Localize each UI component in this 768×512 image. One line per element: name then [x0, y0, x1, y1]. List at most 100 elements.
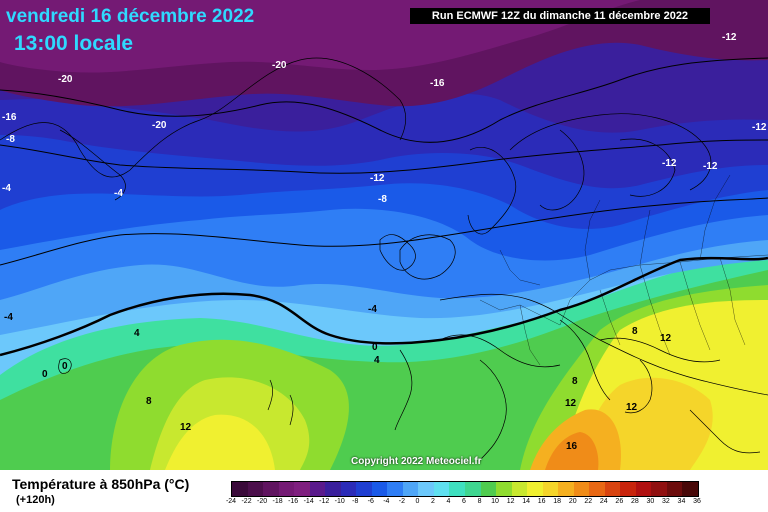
color-swatch [589, 482, 605, 496]
isotherm-value-label: -8 [6, 134, 15, 145]
scale-tick-label: -12 [319, 498, 330, 505]
isotherm-value-label: 0 [372, 342, 378, 353]
scale-tick-label: 26 [615, 498, 624, 505]
legend-title: Température à 850hPa (°C) [12, 476, 190, 492]
coastlines [0, 57, 768, 461]
color-swatch [449, 482, 465, 496]
isotherm-value-label: -4 [368, 304, 377, 315]
scale-tick-label: -10 [334, 498, 345, 505]
band-yellow2-west [165, 414, 275, 470]
color-swatch [542, 482, 559, 496]
isotherm-value-label: -12 [722, 32, 737, 43]
color-swatch [573, 482, 590, 496]
isotherm-value-label: -16 [430, 78, 445, 89]
color-swatch [387, 482, 403, 496]
isotherm-value-label: 8 [632, 326, 638, 337]
scale-tick-label: -20 [257, 498, 268, 505]
color-swatch [604, 482, 621, 496]
isotherm-value-label: 8 [146, 396, 152, 407]
color-swatch [402, 482, 419, 496]
isotherm-value-label: 4 [374, 355, 380, 366]
color-swatch [418, 482, 434, 496]
band-darkorange-east [545, 432, 599, 470]
isotherms [0, 57, 768, 357]
isotherm-value-label: 4 [134, 328, 140, 339]
color-swatch [309, 482, 326, 496]
scale-tick-label: -24 [225, 498, 237, 505]
isotherm-value-label: 12 [660, 333, 672, 344]
scale-tick-label: 14 [522, 498, 531, 505]
color-swatch [558, 482, 574, 496]
scale-tick-label: 16 [537, 498, 546, 505]
isotherm-value-label: 12 [626, 402, 638, 413]
color-swatch [340, 482, 357, 496]
scale-tick-label: 30 [646, 498, 655, 505]
scale-tick-label: 22 [584, 498, 593, 505]
map-value-labels: -12 -20 -20 -16 -20 -16 -8 -12 -12 -12 -12 -8 -4 -4 -4… [2, 32, 767, 452]
scale-tick-label: 10 [491, 498, 499, 505]
scale-tick-label: -16 [288, 498, 299, 505]
color-swatch [325, 482, 341, 496]
color-swatch [247, 482, 264, 496]
scale-tick-label: 34 [677, 498, 686, 505]
color-swatch [371, 482, 388, 496]
color-scale-ticks: -24 -22 -20 -18 -16 -14 -12 -10 -8 -6 -4 -2 0 2 4 6 8 10 1… [226, 498, 701, 510]
isotherm-value-label: -20 [58, 74, 73, 85]
scale-tick-label: 8 [477, 498, 482, 505]
isotherm-value-label: -4 [114, 188, 123, 199]
scale-tick-label: 36 [693, 498, 701, 505]
legend-subtitle: (+120h) [16, 494, 55, 506]
isotherm-value-label: -12 [662, 158, 677, 169]
isotherm-value-label: -16 [2, 112, 17, 123]
color-swatch [620, 482, 636, 496]
isotherm-value-label: -8 [378, 194, 387, 205]
isotherm-value-label: 12 [180, 422, 192, 433]
color-swatch [496, 482, 512, 496]
color-scale-bar [231, 481, 699, 497]
color-swatch [651, 482, 667, 496]
color-swatch [511, 482, 528, 496]
isotherm-value-label: 0 [62, 361, 68, 372]
scale-tick-label: 28 [630, 498, 639, 505]
isotherm-minus16 [0, 57, 768, 143]
scale-tick-label: 20 [568, 498, 577, 505]
forecast-time: 13:00 locale [14, 32, 134, 55]
color-swatch [464, 482, 481, 496]
color-swatch [682, 482, 698, 496]
isotherm-minus4 [0, 197, 768, 266]
scale-tick-label: 12 [506, 498, 515, 505]
scale-tick-label: -4 [383, 498, 390, 505]
isotherm-value-label: -12 [703, 161, 718, 172]
scale-tick-label: 6 [462, 498, 466, 505]
isotherm-zero [0, 256, 768, 357]
scale-tick-label: 32 [662, 498, 670, 505]
isotherm-minus12 [0, 139, 768, 174]
isotherm-value-label: 0 [42, 369, 48, 380]
color-swatch [635, 482, 652, 496]
scale-tick-label: 2 [430, 498, 435, 505]
temperature-map: -12 -20 -20 -16 -20 -16 -8 -12 -12 -12 -12 -8 -4 -4 -4… [0, 0, 768, 470]
isotherm-value-label: -20 [152, 120, 167, 131]
scale-tick-label: 24 [599, 498, 608, 505]
run-info: Run ECMWF 12Z du dimanche 11 décembre 20… [410, 8, 710, 24]
scale-tick-label: -8 [352, 498, 359, 505]
forecast-date: vendredi 16 décembre 2022 [6, 6, 255, 27]
color-swatch [263, 482, 279, 496]
color-swatch [480, 482, 497, 496]
isotherm-value-label: 12 [565, 398, 577, 409]
copyright: Copyright 2022 Meteociel.fr [351, 456, 482, 467]
scale-tick-label: -14 [303, 498, 314, 505]
isotherm-value-label: 8 [572, 376, 578, 387]
scale-tick-label: -2 [398, 498, 405, 505]
scale-tick-label: -6 [367, 498, 374, 505]
scale-tick-label: 4 [446, 498, 451, 505]
scale-tick-label: -22 [241, 498, 252, 505]
isotherm-value-label: -4 [2, 183, 11, 194]
isotherm-value-label: -12 [370, 173, 385, 184]
isotherm-value-label: -20 [272, 60, 287, 71]
scale-tick-label: 18 [553, 498, 562, 505]
color-swatch [356, 482, 372, 496]
scale-tick-label: 0 [415, 498, 420, 505]
color-swatch [666, 482, 683, 496]
